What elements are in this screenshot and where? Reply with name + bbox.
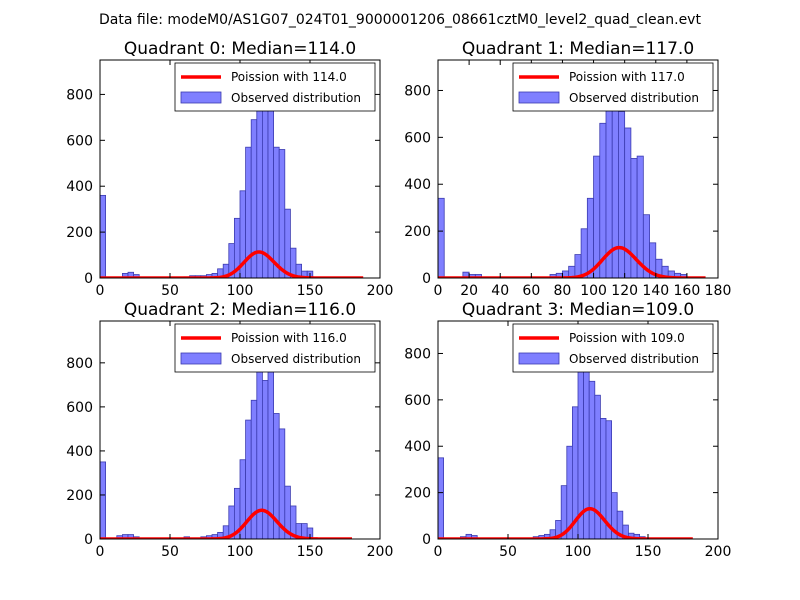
y-tick-label: 400 [404, 177, 431, 193]
y-tick-label: 0 [422, 271, 431, 287]
x-tick-label: 20 [460, 283, 478, 299]
x-tick-label: 100 [227, 283, 254, 299]
y-tick-label: 0 [84, 532, 93, 548]
x-tick-label: 120 [611, 283, 638, 299]
x-tick-label: 100 [565, 544, 592, 560]
y-tick-label: 0 [422, 532, 431, 548]
x-tick-label: 0 [96, 544, 105, 560]
histogram-bar [586, 197, 594, 278]
histogram-bar [594, 394, 601, 539]
x-tick-label: 60 [522, 283, 540, 299]
panel-title: Quadrant 3: Median=109.0 [462, 300, 694, 320]
panel-title: Quadrant 2: Median=116.0 [124, 300, 356, 320]
histogram-bar [278, 149, 286, 278]
legend-poisson-label: Poission with 117.0 [569, 70, 685, 84]
histogram-bar [580, 228, 588, 278]
y-tick-label: 200 [66, 488, 93, 504]
histogram-bar [438, 457, 444, 539]
x-tick-label: 150 [297, 544, 324, 560]
legend-poisson-label: Poission with 109.0 [569, 331, 685, 345]
y-tick-label: 400 [66, 444, 93, 460]
histogram-bar [284, 208, 291, 278]
legend-observed-label: Observed distribution [569, 91, 699, 105]
legend-box [512, 62, 714, 112]
histogram-bar [278, 428, 286, 539]
panel-title: Quadrant 1: Median=117.0 [462, 39, 694, 59]
y-tick-label: 0 [84, 271, 93, 287]
histogram-bar [306, 527, 314, 539]
legend-observed-label: Observed distribution [231, 352, 361, 366]
histogram-bar [605, 420, 612, 539]
panel-quadrant-2: 0 50 100 150 200 200 400 600 800 0 Quadrant 2: Med… [66, 300, 393, 560]
x-tick-label: 200 [705, 544, 732, 560]
legend: Poission with 114.0 Observed distribution [174, 62, 376, 112]
legend-observed-swatch [180, 91, 222, 104]
y-tick-label: 600 [404, 130, 431, 146]
x-tick-label: 180 [705, 283, 732, 299]
legend-observed-swatch [180, 352, 222, 365]
histogram-bar [574, 254, 582, 278]
x-tick-label: 200 [367, 283, 394, 299]
y-tick-label: 600 [66, 400, 93, 416]
histogram-bar [100, 461, 106, 539]
histogram-bar [261, 380, 269, 539]
histogram-bar [618, 111, 626, 278]
legend: Poission with 117.0 Observed distribution [512, 62, 714, 112]
y-tick-label: 200 [404, 224, 431, 240]
legend: Poission with 116.0 Observed distribution [174, 323, 376, 373]
y-tick-label: 800 [66, 356, 93, 372]
y-tick-label: 400 [404, 439, 431, 455]
figure-suptitle: Data file: modeM0/AS1G07_024T01_90000012… [99, 12, 701, 28]
x-tick-label: 0 [434, 283, 443, 299]
histogram-bar [289, 505, 297, 539]
histogram-bar [289, 247, 297, 278]
panel-quadrant-1: 0 20 40 60 80 100 120 140 160 180 200 400 600 800 0 Qua… [404, 39, 731, 299]
panel-quadrant-0: 0 50 100 150 200 200 400 600 800 0 Quadrant 0: Med… [66, 39, 393, 299]
legend: Poission with 109.0 Observed distribution [512, 323, 714, 373]
x-tick-label: 150 [635, 544, 662, 560]
x-tick-label: 0 [96, 283, 105, 299]
legend-poisson-label: Poission with 116.0 [231, 331, 347, 345]
x-tick-label: 140 [642, 283, 669, 299]
legend-observed-swatch [518, 91, 560, 104]
x-tick-label: 150 [297, 283, 324, 299]
y-tick-label: 400 [66, 179, 93, 195]
histogram-bar [267, 96, 274, 278]
histogram-bar [438, 197, 445, 278]
x-tick-label: 100 [227, 544, 254, 560]
panel-quadrant-3: 0 50 100 150 200 200 400 600 800 0 Quadrant 3: Med… [404, 300, 731, 560]
x-tick-label: 100 [580, 283, 607, 299]
histogram-bar [588, 380, 596, 539]
histogram-bar [273, 146, 280, 278]
x-tick-label: 200 [367, 544, 394, 560]
y-tick-label: 200 [66, 225, 93, 241]
x-tick-label: 50 [161, 283, 179, 299]
x-tick-label: 40 [491, 283, 509, 299]
x-tick-label: 80 [554, 283, 572, 299]
x-tick-label: 50 [499, 544, 517, 560]
y-tick-label: 800 [404, 83, 431, 99]
legend-poisson-label: Poission with 114.0 [231, 70, 347, 84]
x-tick-label: 50 [161, 544, 179, 560]
y-tick-label: 600 [404, 393, 431, 409]
y-tick-label: 600 [66, 133, 93, 149]
histogram-bar [624, 127, 632, 278]
panel-title: Quadrant 0: Median=114.0 [124, 39, 356, 59]
legend-observed-label: Observed distribution [231, 91, 361, 105]
y-tick-label: 800 [404, 346, 431, 362]
y-tick-label: 200 [404, 486, 431, 502]
x-tick-label: 160 [674, 283, 701, 299]
histogram-bar [593, 155, 601, 278]
histogram-bar [100, 194, 106, 278]
legend-observed-label: Observed distribution [569, 352, 699, 366]
x-tick-label: 0 [434, 544, 443, 560]
legend-observed-swatch [518, 352, 560, 365]
axes-frame [437, 59, 719, 279]
y-tick-label: 800 [66, 87, 93, 103]
